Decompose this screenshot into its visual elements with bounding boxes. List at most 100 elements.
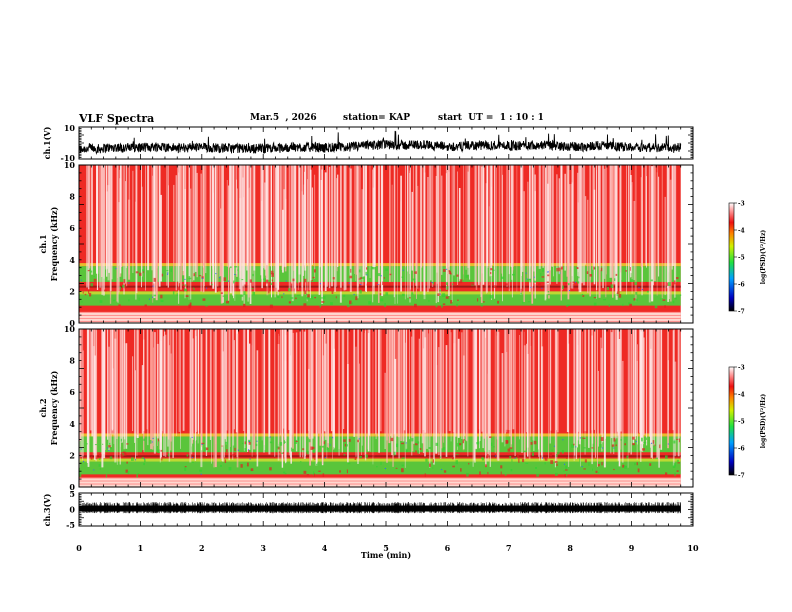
spectrogram-streak (418, 338, 420, 454)
spectrogram-speckle (188, 304, 191, 309)
spectrogram-speckle (109, 456, 113, 460)
spectrogram-low-speck (319, 283, 321, 285)
x-tick-label: 2 (199, 543, 205, 553)
spectrogram-speckle (389, 273, 392, 276)
spectrogram-streak (521, 165, 522, 276)
spectrogram-speckle (522, 301, 524, 304)
spectrogram-streak (621, 360, 624, 463)
spectrogram-streak (616, 329, 618, 432)
spectrogram-speckle (252, 273, 254, 277)
spectrogram-streak (194, 165, 197, 272)
spectrogram-speckle (343, 294, 346, 297)
spectrogram-streak (103, 165, 105, 279)
spectrogram-speckle (241, 279, 244, 281)
spectrogram-streak (628, 165, 630, 282)
spectrogram-speckle (500, 465, 503, 469)
spectrogram-streak (228, 185, 230, 301)
spectrogram-streak (454, 329, 456, 458)
spectrogram-streak (482, 329, 484, 449)
y-tick-label: 2 (69, 450, 75, 460)
spectrogram-streak (667, 360, 669, 431)
spectrogram-streak (349, 168, 352, 292)
spectrogram-streak (544, 165, 547, 301)
spectrogram-streak (497, 331, 500, 461)
spectrogram-streak (111, 165, 113, 266)
spectrogram-low-speck (329, 444, 331, 446)
spectrogram-streak (373, 165, 376, 266)
spectrogram-streak (615, 165, 617, 298)
spectrogram-streak (508, 329, 511, 430)
spectrogram-streak (660, 329, 663, 450)
x-tick-label: 10 (687, 543, 699, 553)
spectrogram-streak (309, 165, 311, 299)
spectrogram-speckle (432, 467, 434, 469)
spectrogram-speckle (139, 272, 142, 276)
spectrogram-streak (338, 329, 340, 450)
spectrogram-streak (108, 346, 110, 452)
spectrogram-speckle (82, 291, 84, 294)
spectrogram-speckle (530, 442, 533, 445)
spectrogram-streak (274, 329, 276, 457)
spectrogram-streak (482, 165, 484, 285)
spectrogram-speckle (445, 296, 449, 299)
spectrogram-streak (211, 165, 213, 266)
spectrogram-speckle (359, 277, 363, 279)
spectrogram-speckle (665, 455, 668, 459)
spectrogram-speckle (635, 298, 638, 302)
spectrogram-speckle (652, 440, 655, 444)
spectrogram-speckle (564, 474, 566, 478)
spectrogram-streak (367, 329, 369, 450)
spectrogram-speckle (518, 458, 520, 463)
spectrogram-streak (303, 331, 306, 459)
spectrogram-streak (191, 329, 192, 447)
spectrogram-speckle (224, 459, 227, 463)
spectrogram-speckle (326, 447, 329, 451)
spectrogram-streak (598, 165, 601, 298)
station-label: station= KAP (343, 113, 411, 123)
spectrogram-speckle (615, 273, 618, 276)
spectrogram-speckle (677, 462, 680, 464)
spectrogram-streak (391, 184, 393, 282)
spectrogram-speckle (673, 280, 676, 285)
spectrogram-speckle (565, 465, 568, 470)
spectrogram-speckle (345, 444, 348, 447)
spectrogram-speckle (629, 267, 631, 271)
spectrogram-speckle (646, 290, 649, 293)
spectrogram-streak (578, 165, 580, 293)
spectrogram-speckle (372, 267, 375, 270)
spectrogram-low-speck (360, 284, 362, 285)
spectrogram-speckle (311, 295, 314, 300)
spectrogram-streak (188, 165, 191, 277)
spectrogram-speckle (251, 288, 254, 290)
spectrogram-streak (463, 355, 465, 449)
spectrogram-streak (404, 165, 406, 300)
spectrogram-speckle (459, 443, 462, 446)
spectrogram-speckle (490, 272, 492, 275)
spectrogram-streak (364, 329, 367, 461)
spectrogram-speckle (680, 294, 682, 296)
spectrogram-speckle (306, 474, 309, 476)
colorbar-tick-label: -3 (738, 365, 745, 372)
spectrogram-streak (443, 329, 445, 443)
spectrogram-low-speck (564, 463, 565, 465)
spectrogram-speckle (303, 470, 307, 474)
spectrogram-streak (161, 329, 163, 434)
spectrogram-streak (279, 165, 282, 266)
spectrogram-streak (135, 201, 137, 265)
spectrogram-streak (569, 184, 571, 292)
spectrogram-speckle (588, 462, 590, 466)
spectrogram-streak (211, 329, 212, 464)
spectrogram-speckle (448, 271, 451, 274)
spectrogram-speckle (621, 280, 624, 282)
spectrogram-speckle (452, 456, 454, 460)
spectrogram-streak (111, 329, 114, 431)
spectrogram-streak (141, 365, 144, 434)
spectrogram-speckle (402, 293, 405, 297)
spectrogram-speckle (442, 303, 446, 305)
spectrogram-speckle (425, 458, 428, 462)
spectrogram-streak (674, 165, 677, 283)
spectrogram-speckle (385, 268, 388, 271)
y-tick-label: 6 (69, 387, 75, 397)
spectrogram-speckle (507, 448, 511, 452)
spectrogram-speckle (446, 282, 448, 285)
